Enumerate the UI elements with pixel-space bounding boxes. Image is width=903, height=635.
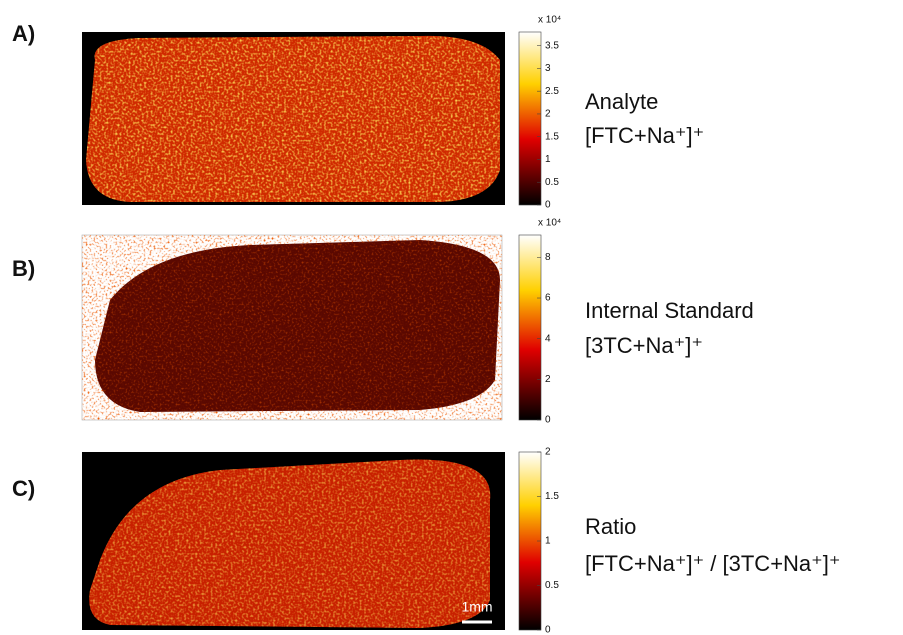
tick-label: 0.5 xyxy=(545,580,559,591)
colorbar-multiplier: x 10⁴ xyxy=(538,218,561,229)
caption: Ratio xyxy=(585,514,636,539)
tick-label: 2.5 xyxy=(545,86,559,97)
panel-label: A) xyxy=(12,21,35,46)
colorbar xyxy=(518,31,542,206)
tick-label: 6 xyxy=(545,293,551,304)
tick-label: 1 xyxy=(545,154,551,165)
tick-label: 0 xyxy=(545,200,551,211)
image-c xyxy=(82,452,505,630)
tick-label: 8 xyxy=(545,252,551,263)
tick-label: 2 xyxy=(545,109,551,120)
tick-label: 3 xyxy=(545,63,551,74)
image-b xyxy=(81,234,503,421)
tick-label: 1 xyxy=(545,536,551,547)
panel-label: B) xyxy=(12,256,35,281)
caption: [FTC+Na⁺]⁺ xyxy=(585,123,704,148)
caption: [FTC+Na⁺]⁺ / [3TC+Na⁺]⁺ xyxy=(585,551,841,576)
tick-label: 1.5 xyxy=(545,131,559,142)
tick-label: 2 xyxy=(545,374,551,385)
colorbar-multiplier: x 10⁴ xyxy=(538,15,561,26)
panel-label: C) xyxy=(12,476,35,501)
tick-label: 4 xyxy=(545,333,551,344)
colorbar xyxy=(518,234,542,421)
tick-label: 0 xyxy=(545,625,551,635)
caption: Internal Standard xyxy=(585,298,754,323)
tick-label: 2 xyxy=(545,447,551,458)
tick-label: 0.5 xyxy=(545,177,559,188)
tick-label: 1.5 xyxy=(545,491,559,502)
scale-bar-label: 1mm xyxy=(461,599,492,615)
caption: Analyte xyxy=(585,89,658,114)
tick-label: 0 xyxy=(545,415,551,426)
caption: [3TC+Na⁺]⁺ xyxy=(585,333,703,358)
image-a xyxy=(82,32,505,205)
tick-label: 3.5 xyxy=(545,40,559,51)
